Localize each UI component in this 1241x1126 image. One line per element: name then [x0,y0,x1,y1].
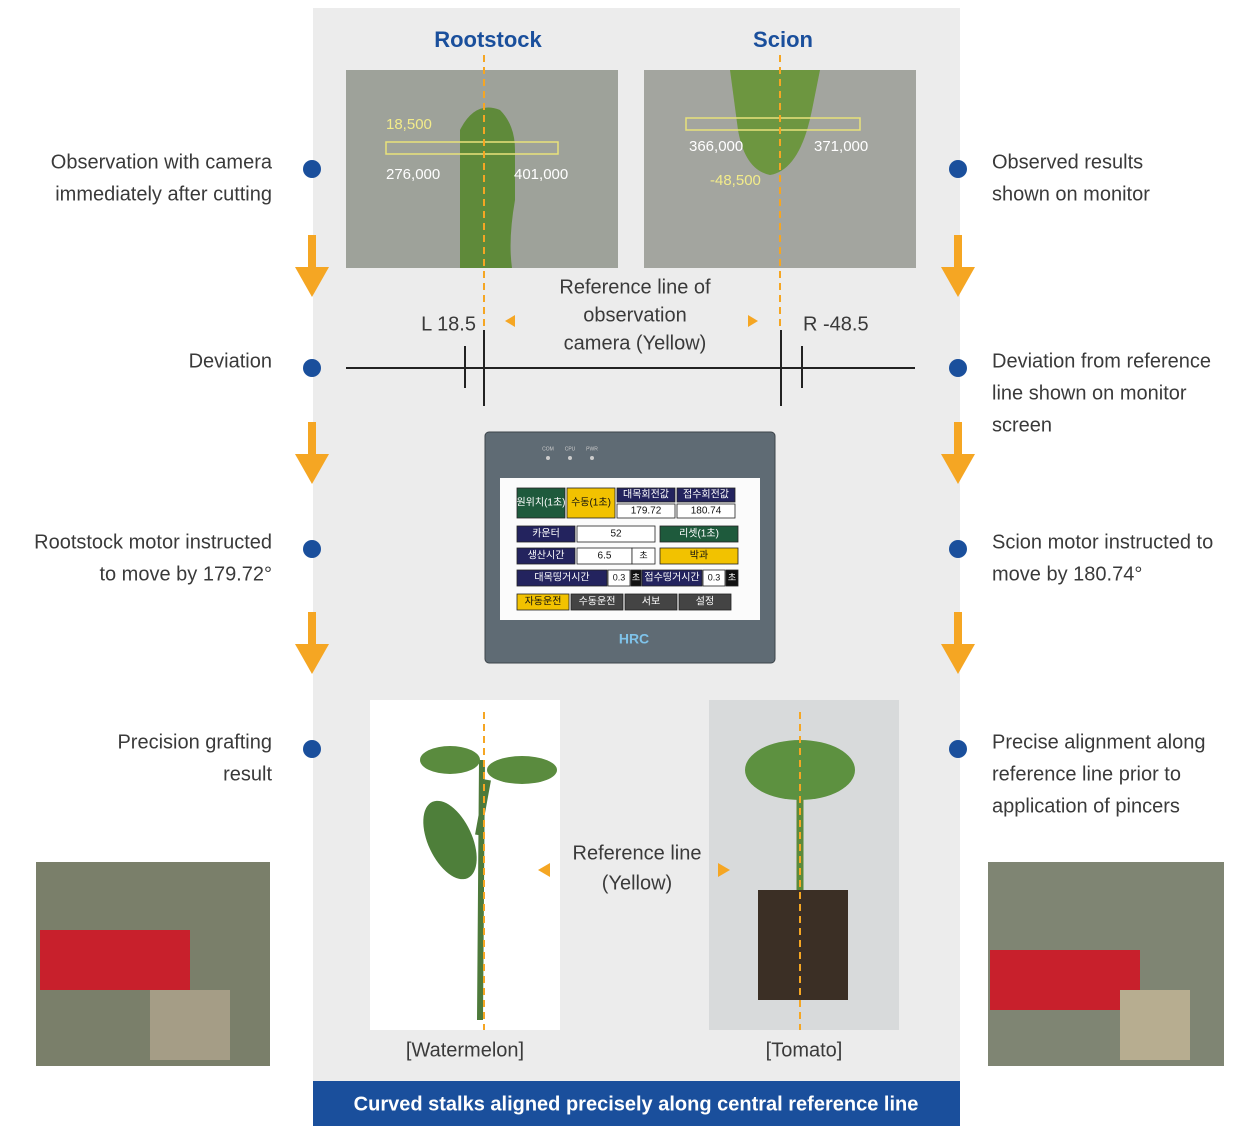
screen-text: 대목회전값 [623,489,669,501]
camera-value: -48,500 [710,172,761,189]
step-label: immediately after cutting [55,183,272,205]
step-label: shown on monitor [992,183,1150,205]
reference-note: (Yellow) [602,872,672,894]
machine-part [1120,990,1190,1060]
step-dot [949,359,967,377]
camera-value: 276,000 [386,166,440,183]
heading: Rootstock [434,27,542,52]
indicator-label: COM [542,446,554,452]
step-label: application of pincers [992,795,1180,817]
screen-text: 0.3 [708,572,721,582]
step-label: Precision grafting [117,731,272,753]
monitor-logo: HRC [619,631,649,647]
deviation-label: L 18.5 [421,313,476,335]
screen-text: 생산시간 [528,550,565,562]
screen-text: 자동운전 [525,596,562,608]
screen-text: 초 [632,572,640,582]
step-label: Precise alignment along [992,731,1205,753]
step-dot [303,740,321,758]
step-dot [949,740,967,758]
step-dot [303,359,321,377]
reference-note: observation [583,304,686,326]
page: {"headings":{"rootstock":"Rootstock","sc… [0,0,1241,1126]
step-dot [949,540,967,558]
camera-value: 401,000 [514,166,568,183]
screen-text: 원위치(1초) [516,496,565,509]
camera-value: 371,000 [814,138,868,155]
footer-text: Curved stalks aligned precisely along ce… [354,1093,919,1115]
deviation-label: R -48.5 [803,313,869,335]
screen-text: 0.3 [613,572,626,582]
screen-text: 52 [610,529,622,540]
caption: [Watermelon] [406,1039,524,1061]
soil-block [758,890,848,1000]
step-label: Observation with camera [51,151,273,173]
step-label: Deviation from reference [992,350,1211,372]
indicator-label: PWR [586,446,598,452]
step-dot [303,540,321,558]
machine-part [150,990,230,1060]
screen-text: 리셋(1초) [679,528,719,540]
indicator-led [590,456,594,460]
screen-text: 접수띵거시간 [644,572,699,584]
screen-text: 대목띵거시간 [534,572,589,584]
screen-text: 6.5 [598,551,612,562]
screen-text: 초 [639,550,647,560]
screen-text: 카운터 [532,528,560,540]
reference-note: Reference line [573,842,702,864]
step-label: Observed results [992,151,1143,173]
clamp [990,950,1140,1010]
heading: Scion [753,27,813,52]
step-label: line shown on monitor [992,382,1187,404]
step-label: Deviation [189,350,272,372]
leaf [420,746,480,774]
screen-text: 서보 [642,596,660,608]
step-label: move by 180.74° [992,563,1142,585]
indicator-led [568,456,572,460]
camera-value: 366,000 [689,138,743,155]
screen-text: 설정 [696,596,714,608]
leaf [487,756,557,784]
camera-value: 18,500 [386,116,432,133]
step-dot [949,160,967,178]
step-label: reference line prior to [992,763,1181,785]
screen-text: 접수회전값 [683,489,729,501]
diagram: Rootstock Scion 18,500 276,000 401,000 366,00… [0,0,1241,1126]
step-label: result [223,763,272,785]
clamp [40,930,190,990]
step-label: screen [992,414,1052,436]
screen-text: 박과 [690,550,708,562]
reference-note: camera (Yellow) [564,332,707,354]
indicator-label: CPU [565,446,576,452]
step-label: Rootstock motor instructed [34,531,272,553]
screen-text: 180.74 [691,506,722,517]
screen-text: 초 [728,572,736,582]
reference-note: Reference line of [559,276,711,298]
step-label: Scion motor instructed to [992,531,1213,553]
step-label: to move by 179.72° [99,563,272,585]
screen-text: 수동운전 [579,596,616,608]
caption: [Tomato] [766,1039,843,1061]
step-dot [303,160,321,178]
screen-text: 수동(1초) [571,497,611,509]
rootstock-stem [460,108,515,269]
indicator-led [546,456,550,460]
screen-text: 179.72 [631,506,662,517]
